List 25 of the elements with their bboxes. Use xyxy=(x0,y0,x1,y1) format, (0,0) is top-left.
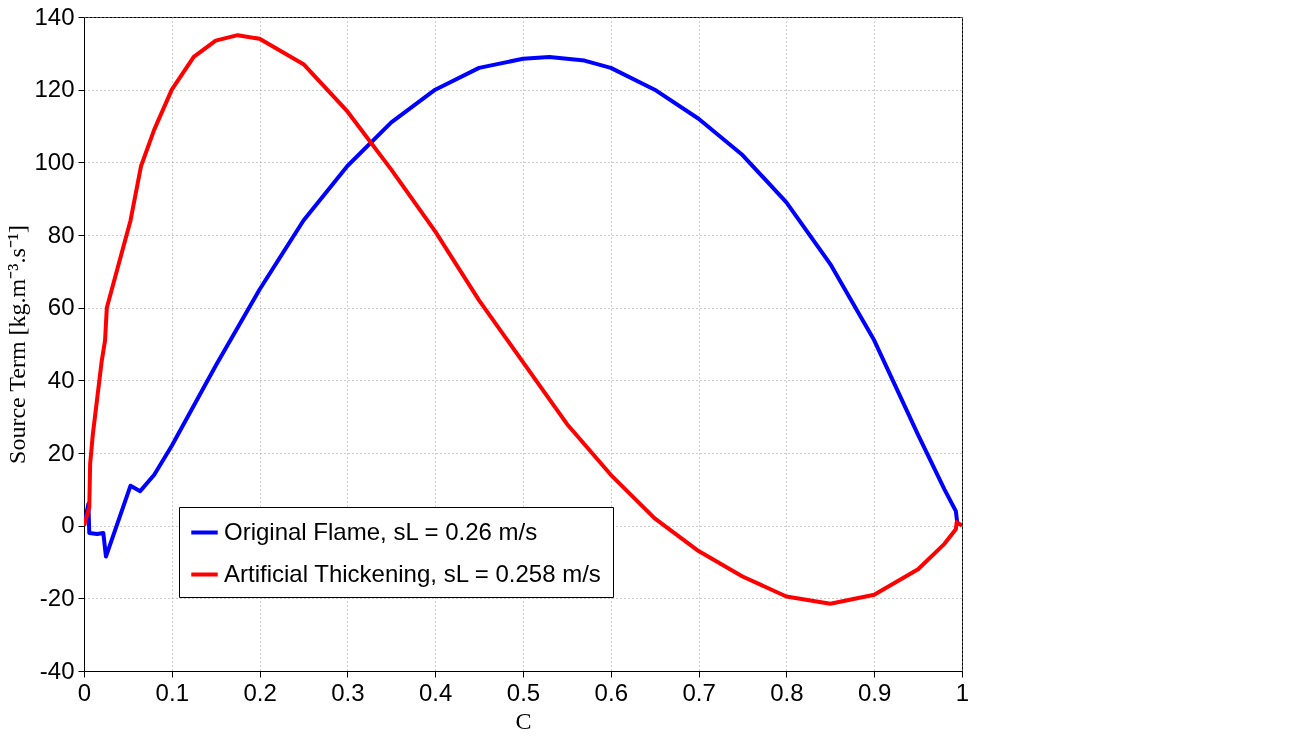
x-tick-label: 0 xyxy=(77,678,92,706)
legend-label: Artificial Thickening, sL = 0.258 m/s xyxy=(224,559,601,587)
x-tick-label: 0.4 xyxy=(419,678,453,706)
x-tick-label: 0.6 xyxy=(594,678,628,706)
y-tick-label: 80 xyxy=(47,220,75,248)
y-tick-label: -40 xyxy=(39,656,75,684)
x-tick-label: 0.8 xyxy=(770,678,804,706)
x-tick-label: 0.7 xyxy=(682,678,716,706)
y-tick-label: 0 xyxy=(61,511,75,539)
y-tick-label: 120 xyxy=(34,75,75,103)
x-tick-label: 0.1 xyxy=(155,678,189,706)
legend-label: Original Flame, sL = 0.26 m/s xyxy=(224,517,538,545)
x-tick-label: 0.9 xyxy=(858,678,892,706)
y-tick-label: 100 xyxy=(34,147,75,175)
y-tick-label: -20 xyxy=(39,583,75,611)
x-tick-label: 0.3 xyxy=(331,678,365,706)
x-tick-label: 0.2 xyxy=(243,678,277,706)
y-tick-label: 140 xyxy=(34,2,75,30)
y-tick-label: 20 xyxy=(47,438,75,466)
y-tick-label: 60 xyxy=(47,293,75,321)
x-tick-label: 0.5 xyxy=(506,678,541,706)
x-axis-title: C xyxy=(515,707,532,734)
y-tick-label: 40 xyxy=(47,365,75,393)
x-tick-label: 1 xyxy=(955,678,970,706)
y-axis-title: Source Term [kg.m⁻³.s⁻¹] xyxy=(4,225,31,464)
